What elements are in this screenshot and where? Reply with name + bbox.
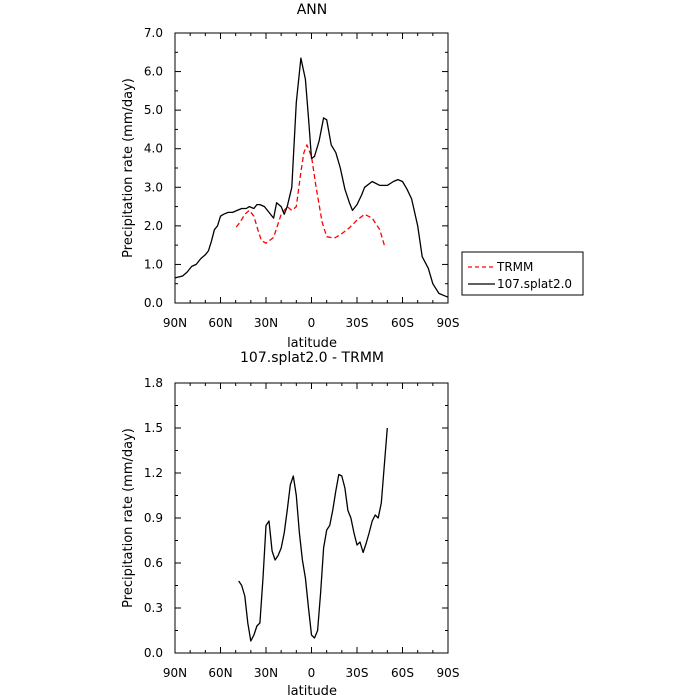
x-tick-label: 90S (437, 666, 460, 680)
x-tick-label: 30N (254, 316, 278, 330)
legend-box (461, 251, 584, 296)
y-tick-label: 0.6 (144, 556, 163, 570)
x-axis-label: latitude (287, 336, 337, 351)
y-axis-label: Precipitation rate (mm/day) (121, 78, 136, 258)
y-tick-label: 0.0 (144, 646, 163, 660)
plot-frame (174, 382, 449, 654)
x-tick-label: 0 (308, 666, 316, 680)
legend: TRMM 107.splat2.0 (461, 251, 584, 296)
y-axis-label: Precipitation rate (mm/day) (121, 428, 136, 608)
x-tick-label: 0 (308, 316, 316, 330)
chart-title: 107.splat2.0 - TRMM (240, 350, 384, 366)
y-tick-label: 0.9 (144, 511, 163, 525)
y-tick-label: 1.5 (144, 421, 163, 435)
x-tick-label: 60S (391, 666, 414, 680)
y-tick-label: 0.0 (144, 296, 163, 310)
x-tick-label: 90N (163, 316, 187, 330)
series-line-107-splat2-0 (174, 57, 449, 298)
x-tick-label: 30S (346, 666, 369, 680)
y-tick-label: 2.0 (144, 219, 163, 233)
y-tick-label: 4.0 (144, 142, 163, 156)
legend-label-trmm: TRMM (496, 260, 533, 274)
y-tick-label: 3.0 (144, 180, 163, 194)
chart-difference: 107.splat2.0 - TRMM 90N 60N 30N 0 30S 60S 90S 0… (121, 350, 459, 699)
x-tick-label: 90S (437, 316, 460, 330)
plot-frame (174, 32, 449, 304)
x-tick-label: 60N (208, 666, 232, 680)
series-lines (238, 427, 388, 642)
x-tick-label: 60N (208, 316, 232, 330)
y-tick-label: 0.3 (144, 601, 163, 615)
y-tick-label: 5.0 (144, 103, 163, 117)
x-tick-label: 90N (163, 666, 187, 680)
legend-label-splat: 107.splat2.0 (497, 277, 572, 291)
x-tick-label: 30N (254, 666, 278, 680)
y-tick-label: 1.2 (144, 466, 163, 480)
series-lines (174, 57, 449, 298)
y-tick-label: 1.0 (144, 257, 163, 271)
x-tick-label: 30S (346, 316, 369, 330)
x-tick-label: 60S (391, 316, 414, 330)
chart-annual-precipitation: ANN 90N 60N 30N 0 30S 60S 90S 0.0 1.0 2.0 3.0 4.0 5.… (121, 2, 584, 351)
x-axis-label: latitude (287, 684, 337, 699)
series-line-trmm (235, 144, 385, 246)
y-tick-label: 7.0 (144, 26, 163, 40)
y-tick-label: 1.8 (144, 376, 163, 390)
y-tick-label: 6.0 (144, 65, 163, 79)
axis-ticks: 90N 60N 30N 0 30S 60S 90S 0.0 1.0 2.0 3.0 4.0 5.0 6.0… (144, 26, 460, 330)
chart-title: ANN (297, 2, 328, 18)
series-line-difference (238, 427, 388, 642)
axis-ticks: 90N 60N 30N 0 30S 60S 90S 0.0 0.3 0.6 0.9 1.2 1.5 1.8 (144, 376, 460, 680)
